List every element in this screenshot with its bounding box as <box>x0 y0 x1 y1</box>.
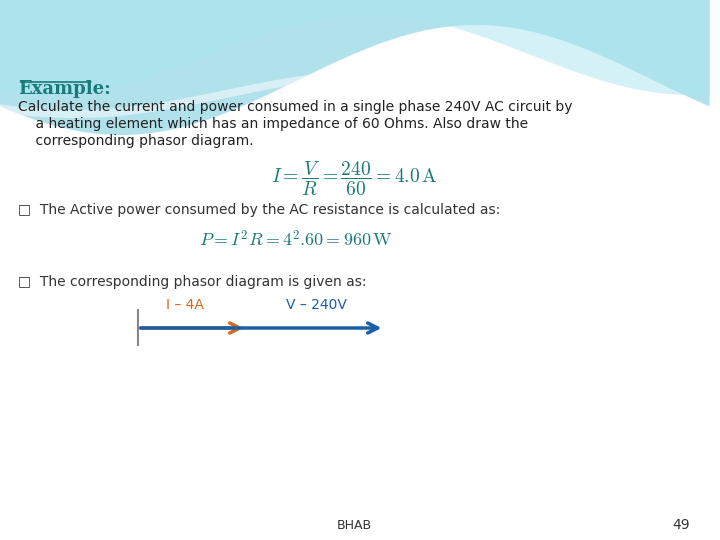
Text: 49: 49 <box>672 518 690 532</box>
Text: V – 240V: V – 240V <box>286 298 346 312</box>
PathPatch shape <box>0 0 709 135</box>
Text: $P = I^2R = 4^2.60 = 960\,\mathrm{W}$: $P = I^2R = 4^2.60 = 960\,\mathrm{W}$ <box>199 230 392 251</box>
Text: Calculate the current and power consumed in a single phase 240V AC circuit by: Calculate the current and power consumed… <box>18 100 572 114</box>
PathPatch shape <box>0 70 709 118</box>
Text: □  The Active power consumed by the AC resistance is calculated as:: □ The Active power consumed by the AC re… <box>18 203 500 217</box>
Text: Example:: Example: <box>18 80 110 98</box>
Text: I – 4A: I – 4A <box>166 298 204 312</box>
Text: a heating element which has an impedance of 60 Ohms. Also draw the: a heating element which has an impedance… <box>18 117 528 131</box>
Text: BHAB: BHAB <box>337 519 372 532</box>
PathPatch shape <box>0 0 709 95</box>
Text: $I = \dfrac{V}{R} = \dfrac{240}{60} = 4.0\,\mathrm{A}$: $I = \dfrac{V}{R} = \dfrac{240}{60} = 4.… <box>271 160 438 198</box>
Text: corresponding phasor diagram.: corresponding phasor diagram. <box>18 134 253 148</box>
Text: □  The corresponding phasor diagram is given as:: □ The corresponding phasor diagram is gi… <box>18 275 366 289</box>
